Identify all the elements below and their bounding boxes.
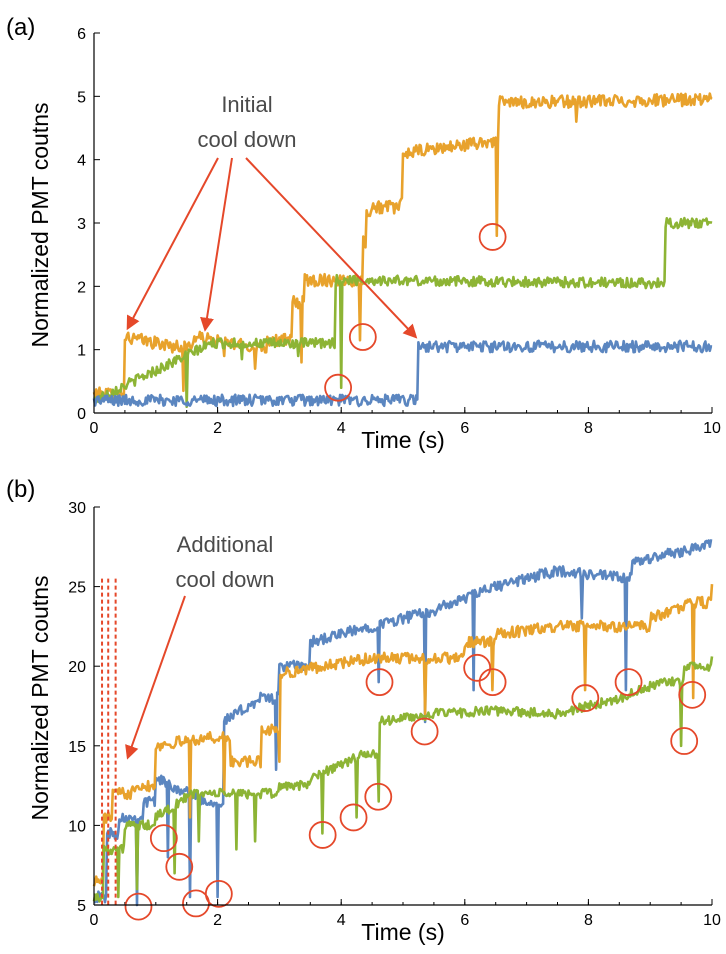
annotation-arrow (126, 157, 219, 331)
series-orange-line (92, 92, 713, 402)
ticks-b: 0 2 4 6 8 10 5 10 15 20 25 30 (68, 500, 721, 929)
y-tick-label: 5 (77, 898, 86, 915)
annotation-circle (678, 680, 707, 709)
y-tick-label: 6 (77, 26, 86, 43)
axes-frame-b (93, 507, 712, 906)
annotation-circle (348, 323, 377, 351)
annotation-arrow (125, 595, 186, 760)
x-tick-label: 8 (584, 420, 593, 437)
series-green-line (93, 216, 713, 408)
annotation-circle (204, 879, 233, 908)
x-tick-label: 10 (703, 912, 721, 929)
annotation-circle (124, 892, 153, 921)
y-tick-label: 25 (68, 580, 86, 597)
x-tick-label: 4 (337, 912, 346, 929)
annotations-a: Initial cool down (126, 92, 507, 402)
annotation-circle (478, 223, 507, 251)
annotation-line-2-b: cool down (175, 567, 274, 592)
series-blue-line (93, 539, 713, 907)
annotation-circle (410, 717, 439, 746)
x-tick-label: 6 (460, 912, 469, 929)
annotations-b: Additional cool down (101, 532, 707, 921)
panel-label-b: (b) (6, 476, 35, 503)
annotation-circle (324, 373, 353, 402)
y-tick-label: 30 (68, 500, 86, 517)
y-tick-label: 20 (68, 659, 86, 676)
x-tick-label: 6 (460, 420, 469, 437)
y-tick-label: 3 (77, 216, 86, 233)
series-b (92, 539, 714, 907)
x-axis-title-a: Time (s) (361, 427, 444, 453)
annotation-line-1-b: Additional (177, 532, 274, 557)
annotation-circle (478, 668, 507, 697)
x-tick-label: 0 (90, 420, 99, 437)
y-tick-label: 0 (77, 406, 86, 423)
annotation-circle (165, 852, 194, 881)
annotation-circle (308, 821, 337, 849)
y-tick-label: 15 (68, 739, 86, 756)
annotation-circle (571, 684, 600, 712)
x-tick-label: 0 (90, 912, 99, 929)
y-tick-label: 2 (77, 279, 86, 296)
series-a (92, 92, 713, 408)
x-tick-label: 8 (584, 912, 593, 929)
y-tick-label: 4 (77, 153, 86, 170)
annotation-line-1-a: Initial (221, 92, 272, 117)
annotation-line-2-a: cool down (197, 127, 296, 152)
annotation-arrow (200, 157, 233, 332)
y-tick-label: 1 (77, 343, 86, 360)
x-tick-label: 2 (213, 420, 222, 437)
annotation-circle (614, 668, 643, 697)
panel-a: (a) Normalized PMT coutns Time (s) 0 2 4 6 8… (6, 14, 721, 453)
axes-frame-a (93, 33, 712, 414)
series-blue-line (92, 339, 713, 408)
annotation-circle (670, 727, 699, 755)
y-axis-title-b: Normalized PMT coutns (27, 576, 53, 821)
panel-b: (b) Normalized PMT coutns Time (s) 0 2 4 6 8… (6, 476, 721, 945)
x-tick-label: 10 (703, 420, 721, 437)
series-green-line (92, 656, 714, 903)
y-tick-label: 5 (77, 89, 86, 106)
ticks-a: 0 2 4 6 8 10 0 1 2 3 4 5 6 (77, 26, 721, 437)
annotation-arrow (245, 157, 418, 339)
annotation-circle (463, 653, 492, 682)
y-axis-title-a: Normalized PMT coutns (27, 103, 53, 348)
x-tick-label: 2 (213, 912, 222, 929)
x-tick-label: 4 (337, 420, 346, 437)
series-orange-line (92, 584, 714, 887)
x-axis-title-b: Time (s) (361, 919, 444, 945)
y-tick-label: 10 (68, 818, 86, 835)
panel-label-a: (a) (6, 14, 35, 41)
annotation-circle (364, 782, 393, 811)
annotation-circle (365, 668, 394, 697)
annotation-circle (339, 803, 368, 832)
annotation-circle (149, 824, 178, 853)
